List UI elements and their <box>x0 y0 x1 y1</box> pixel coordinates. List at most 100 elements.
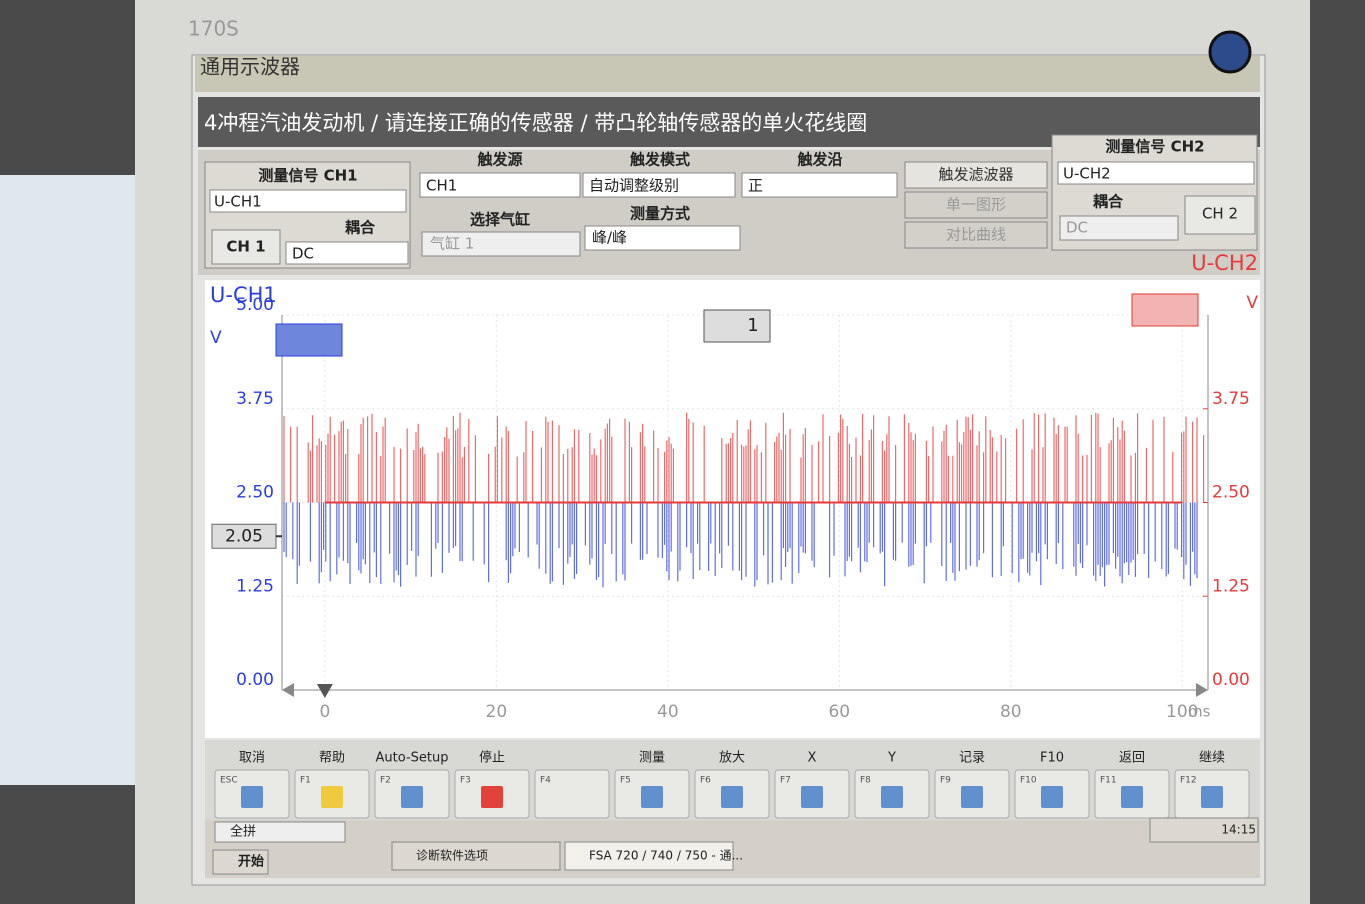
function-key-label: 取消 <box>239 751 265 766</box>
trigger-value: CH1 <box>426 177 457 195</box>
function-key-code: F3 <box>460 776 471 786</box>
task-button[interactable] <box>564 841 734 871</box>
function-key-icon <box>401 786 423 808</box>
function-key-icon <box>321 786 343 808</box>
ch2-signal-select[interactable] <box>1057 161 1255 185</box>
ch1-button[interactable] <box>211 229 281 265</box>
ime-bar <box>214 821 346 843</box>
measure-value: 峰/峰 <box>592 229 627 247</box>
trigger-channel: 1 <box>747 315 758 336</box>
ch1-coupling-select[interactable] <box>285 241 409 265</box>
clock: 14:15 <box>1221 823 1256 837</box>
ch1-title: 测量信号 CH1 <box>258 167 357 185</box>
function-key-label: Y <box>887 751 896 766</box>
ch1-signal-select[interactable] <box>209 189 407 213</box>
tray <box>1149 817 1259 843</box>
function-key-code: F9 <box>940 776 951 786</box>
y-tick-label: 1.25 <box>236 576 274 596</box>
trigger-button[interactable] <box>904 161 1048 189</box>
cylinder-select[interactable] <box>421 231 581 257</box>
function-key-code: F2 <box>380 776 391 786</box>
cylinder-value: 气缸 1 <box>430 235 474 253</box>
trigger-value: 正 <box>748 177 763 195</box>
function-key-label: 继续 <box>1199 751 1225 766</box>
y2-tick-label: 3.75 <box>1212 389 1250 409</box>
function-key-icon <box>241 786 263 808</box>
poster <box>0 175 140 785</box>
function-key-icon <box>1121 786 1143 808</box>
function-key-label: Auto-Setup <box>376 751 449 766</box>
trigger-select[interactable] <box>582 172 736 198</box>
measure-select[interactable] <box>584 225 741 251</box>
trigger-icon <box>703 309 771 343</box>
x-tick-label: 100 <box>1166 702 1198 722</box>
trigger-button-label: 对比曲线 <box>946 226 1006 244</box>
function-key-icon <box>641 786 663 808</box>
task-button[interactable] <box>391 841 561 871</box>
start-button[interactable] <box>212 849 269 875</box>
ch1-button-label: CH 1 <box>226 238 265 256</box>
trigger-button[interactable] <box>904 221 1048 249</box>
function-key-code: F10 <box>1020 776 1037 786</box>
function-key-icon <box>1041 786 1063 808</box>
x-unit: ms <box>1188 703 1211 721</box>
y-unit: V <box>210 328 222 348</box>
ch2-signal: U-CH2 <box>1063 165 1111 183</box>
x-tick-label: 20 <box>486 702 508 722</box>
ch2-axis-title: U-CH2 <box>1191 251 1258 275</box>
trigger-button[interactable] <box>904 191 1048 219</box>
ch2-coupling-select[interactable] <box>1059 215 1179 241</box>
model-label: 170S <box>188 17 239 41</box>
ch2-scale-icon[interactable] <box>1131 293 1199 327</box>
waveform-noise <box>283 502 1198 588</box>
function-key-icon <box>721 786 743 808</box>
ch2-title: 测量信号 CH2 <box>1105 138 1204 156</box>
x-tick-label: 80 <box>1000 702 1022 722</box>
trigger-value: 自动调整级别 <box>589 177 679 195</box>
function-key-icon <box>801 786 823 808</box>
ch2-coupling-label: 耦合 <box>1093 193 1124 211</box>
function-key-label: 返回 <box>1119 751 1145 766</box>
axis-arrow <box>1196 683 1208 697</box>
function-key-label: F10 <box>1040 751 1064 766</box>
task-label: 诊断软件选项 <box>416 848 488 863</box>
task-label: FSA 720 / 740 / 750 - 通... <box>589 849 743 863</box>
window-title: 通用示波器 <box>200 55 300 79</box>
ch2-button-label: CH 2 <box>1202 205 1238 223</box>
trigger-select[interactable] <box>419 172 581 198</box>
x-tick-label: 0 <box>319 702 330 722</box>
trigger-select[interactable] <box>741 172 898 198</box>
function-key[interactable] <box>534 769 610 819</box>
x-tick-label: 40 <box>657 702 679 722</box>
function-key-label: 放大 <box>719 751 745 766</box>
function-key-label: X <box>808 751 817 766</box>
function-key-code: F8 <box>860 776 871 786</box>
trigger-button-label: 触发滤波器 <box>938 166 1013 184</box>
y2-tick-label: 2.50 <box>1212 483 1250 503</box>
ime-label: 全拼 <box>230 824 256 840</box>
trigger-label: 触发沿 <box>797 151 842 169</box>
function-key-label: 记录 <box>959 751 985 766</box>
title-bar <box>195 56 1260 92</box>
trigger-label: 触发模式 <box>630 151 690 169</box>
y-tick-label: 2.50 <box>236 483 274 503</box>
function-key-label: 帮助 <box>319 751 345 766</box>
ch1-coupling: DC <box>292 245 314 263</box>
waveform-noise <box>283 412 1205 503</box>
x-tick-label: 60 <box>828 702 850 722</box>
ch1-axis-title: U-CH1 <box>210 283 277 307</box>
trigger-label: 触发源 <box>477 151 522 169</box>
ch1-coupling-label: 耦合 <box>345 219 376 237</box>
ch2-coupling: DC <box>1066 219 1088 237</box>
start-label: 开始 <box>238 854 264 870</box>
measure-label: 测量方式 <box>630 205 690 223</box>
y2-tick-label: 0.00 <box>1212 670 1250 690</box>
function-key-code: F7 <box>780 776 791 786</box>
ch1-scale-icon[interactable] <box>275 323 343 357</box>
ch2-button[interactable] <box>1184 195 1256 235</box>
function-key-icon <box>881 786 903 808</box>
trigger-level-label: 2.05 <box>225 526 263 546</box>
function-key-code: F12 <box>1180 776 1197 786</box>
